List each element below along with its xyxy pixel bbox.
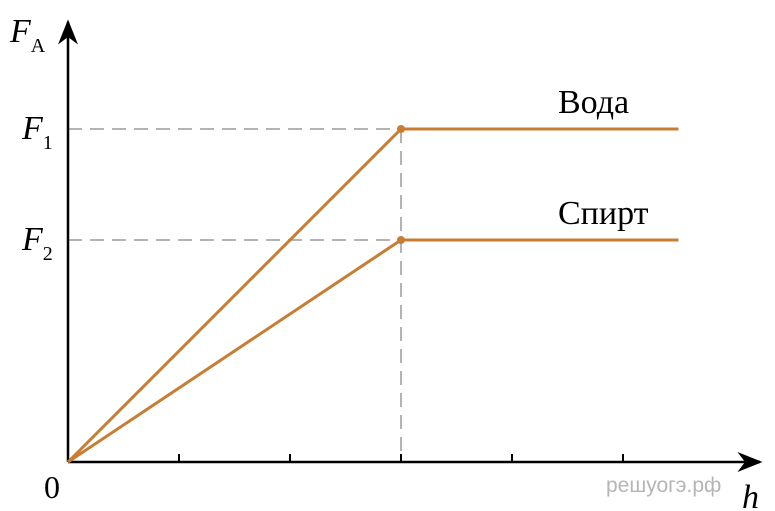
watermark: решуогэ.рф	[606, 474, 721, 497]
y-tick-label: F1	[21, 110, 53, 154]
series-lines	[66, 127, 679, 464]
axes	[58, 19, 763, 472]
series-label: Вода	[558, 84, 629, 121]
series-point	[397, 236, 405, 244]
guide-lines	[68, 128, 402, 462]
x-ticks	[178, 454, 624, 462]
y-tick-labels: F1 F2	[21, 110, 53, 265]
x-axis-label: h	[742, 479, 759, 511]
origin-label: 0	[44, 469, 60, 505]
y-axis-label: FA	[9, 13, 46, 57]
series-label: Спирт	[558, 195, 649, 232]
y-axis-label-sub: A	[31, 35, 46, 57]
series-point	[397, 125, 405, 133]
series-line	[67, 238, 679, 464]
series-markers	[397, 125, 405, 244]
series-labels: Вода Спирт	[558, 84, 649, 232]
series-line	[66, 127, 679, 464]
y-tick-label: F2	[21, 221, 53, 265]
